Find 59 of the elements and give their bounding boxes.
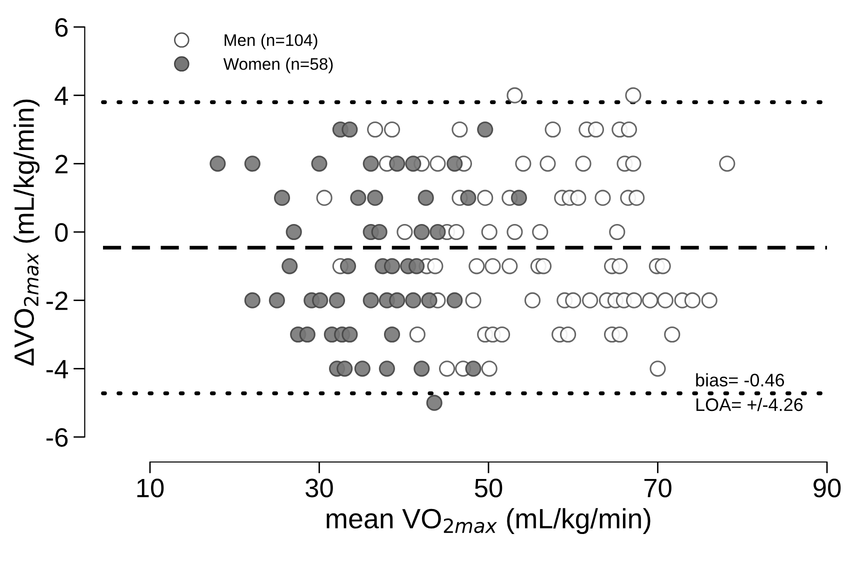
point	[408, 258, 425, 274]
x-tick-label: 10	[137, 478, 164, 498]
x-axis-title: mean VO$_{2max}$ (mL/kg/min)	[326, 508, 650, 534]
point	[477, 121, 494, 138]
point	[350, 190, 366, 206]
point	[389, 156, 406, 172]
x-tick-label: 50	[474, 478, 502, 498]
point	[342, 326, 358, 343]
point	[378, 360, 395, 377]
point	[405, 292, 422, 308]
point	[389, 292, 406, 308]
y-tick-label: 2	[55, 154, 68, 174]
point	[328, 292, 346, 308]
point	[312, 292, 328, 308]
y-axis-title: ΔVO$_{2max}$ (mL/kg/min)	[14, 100, 40, 366]
y-tick-label: 0	[55, 223, 68, 242]
point	[362, 292, 379, 308]
y-tick-label: 4	[54, 86, 68, 105]
point	[460, 190, 476, 206]
y-tick-label: -4	[46, 360, 68, 378]
legend-label: Men (n=104)	[224, 34, 318, 50]
x-tick-label: 70	[644, 478, 672, 498]
point	[362, 156, 379, 172]
annotation: bias= -0.46	[696, 373, 784, 386]
point	[282, 258, 298, 274]
point	[336, 360, 353, 377]
point	[414, 360, 430, 377]
point	[299, 326, 316, 343]
point	[340, 258, 356, 274]
point	[421, 292, 438, 308]
point	[342, 121, 358, 138]
y-tick-label: -2	[46, 291, 68, 310]
point	[354, 360, 370, 377]
point	[384, 326, 400, 343]
point	[465, 360, 482, 377]
point	[510, 190, 528, 206]
point	[286, 224, 302, 240]
point	[426, 394, 442, 411]
x-tick-label: 30	[306, 478, 333, 498]
annotation: LOA= +/-4.26	[696, 398, 803, 412]
point	[418, 190, 434, 206]
point	[371, 224, 388, 240]
point	[430, 224, 446, 240]
point	[367, 190, 384, 206]
point	[268, 292, 285, 308]
point	[446, 156, 463, 172]
point	[414, 224, 430, 240]
x-tick-label: 90	[814, 478, 841, 498]
y-tick-label: -6	[46, 428, 68, 447]
point	[244, 156, 260, 172]
point	[210, 156, 226, 172]
point	[244, 292, 260, 308]
point	[384, 258, 400, 274]
point	[311, 156, 328, 172]
point	[446, 292, 463, 308]
y-tick-label: 6	[55, 18, 68, 37]
point	[274, 190, 290, 206]
legend-label: Women (n=58)	[223, 58, 333, 74]
point	[405, 156, 422, 172]
